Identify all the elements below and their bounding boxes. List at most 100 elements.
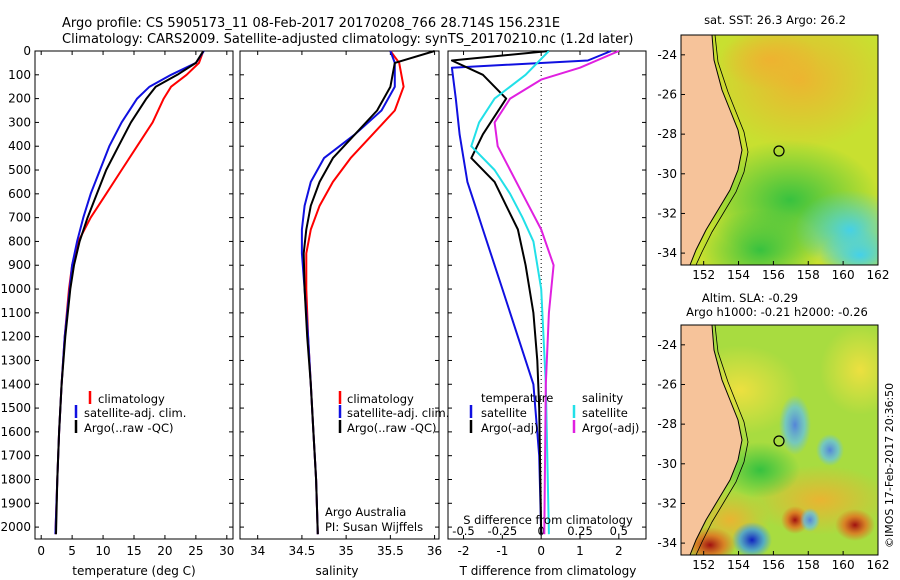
temperature-plot-frame xyxy=(34,50,234,540)
x-tick-label: 35 xyxy=(338,544,353,558)
y-tick-label: 100 xyxy=(8,68,31,82)
x-tick-label: 30 xyxy=(219,544,234,558)
map-x-tick-label: 162 xyxy=(867,268,890,282)
sla-map-title-2: Argo h1000: -0.21 h2000: -0.26 xyxy=(686,305,868,319)
y-tick-label: 1700 xyxy=(0,449,31,463)
salinity-ticks: 34 34.5 35 35.5 36 xyxy=(240,50,442,558)
difference-panel: -2 -1 0 1 2-0.5 -0.25 0 0.25 0.5 T difference fr… xyxy=(447,50,647,578)
y-tick-label: 700 xyxy=(8,211,31,225)
legend-title-temperature: temperature xyxy=(481,391,553,405)
sla-map-frame xyxy=(680,324,879,556)
map-x-tick-label: 160 xyxy=(832,268,855,282)
y-tick-label: 1600 xyxy=(0,425,31,439)
series-line-t-satellite xyxy=(450,50,612,535)
title-line-1: Argo profile: CS 5905173_11 08-Feb-2017 … xyxy=(62,16,560,31)
map-y-tick-label: -34 xyxy=(657,246,677,260)
legend-label-argo: Argo(..raw -QC) xyxy=(347,421,437,435)
x-tick-label: 15 xyxy=(126,544,141,558)
s-tick-label: 0.25 xyxy=(567,524,593,538)
map-x-tick-label: 152 xyxy=(692,558,715,572)
map-x-tick-label: 160 xyxy=(832,558,855,572)
map-y-tick-label: -32 xyxy=(657,206,677,220)
y-tick-label: 1900 xyxy=(0,496,31,510)
y-tick-label: 500 xyxy=(8,163,31,177)
salinity-legend: climatology satellite-adj. clim. Argo(..… xyxy=(338,391,449,435)
x-tick-label: 5 xyxy=(68,544,76,558)
sst-map-title: sat. SST: 26.3 Argo: 26.2 xyxy=(704,13,846,27)
x-tick-label: 34.5 xyxy=(289,544,316,558)
salinity-plot-frame xyxy=(239,50,440,540)
sla-map-ticks: 152 154 156 158 160 162 -24 -26 -28 -30 -32 -34 xyxy=(657,338,889,572)
series-line-climatology xyxy=(305,50,405,535)
sst-map-frame xyxy=(680,34,879,266)
y-tick-label: 1000 xyxy=(0,282,31,296)
series-line-argo-raw-qc- xyxy=(302,50,435,535)
x-tick-label: 1 xyxy=(576,544,584,558)
x-tick-label: -2 xyxy=(458,544,470,558)
map-y-tick-label: -30 xyxy=(657,457,677,471)
y-tick-label: 600 xyxy=(8,187,31,201)
x-tick-label: 34 xyxy=(250,544,265,558)
y-tick-label: 1200 xyxy=(0,330,31,344)
y-tick-label: 1800 xyxy=(0,472,31,486)
map-x-tick-label: 156 xyxy=(762,268,785,282)
x-tick-label: 10 xyxy=(95,544,110,558)
y-tick-label: 200 xyxy=(8,92,31,106)
y-tick-label: 1400 xyxy=(0,377,31,391)
sla-float-marker xyxy=(773,435,785,447)
x-tick-label: -1 xyxy=(496,544,508,558)
legend-label-satellite: satellite-adj. clim. xyxy=(84,406,186,420)
map-y-tick-label: -26 xyxy=(657,377,677,391)
series-line-t-argo-adj- xyxy=(450,50,549,535)
map-x-tick-label: 158 xyxy=(797,558,820,572)
legend-title-salinity: salinity xyxy=(582,391,623,405)
legend-label-satellite: satellite-adj. clim. xyxy=(347,406,449,420)
x-tick-label: 35.5 xyxy=(377,544,404,558)
s-tick-label: 0.5 xyxy=(610,524,628,538)
series-line-s-satellite xyxy=(470,50,550,535)
temperature-xlabel: temperature (deg C) xyxy=(72,564,195,578)
difference-legend: temperature satellite Argo(-adj) salinit… xyxy=(469,391,639,435)
map-x-tick-label: 154 xyxy=(727,558,750,572)
salinity-xlabel: salinity xyxy=(315,564,358,578)
credit-text: ©IMOS 17-Feb-2017 20:36:50 xyxy=(883,383,896,548)
legend-label-climatology: climatology xyxy=(98,392,165,406)
sla-map-title-1: Altim. SLA: -0.29 xyxy=(702,291,798,305)
legend-label-climatology: climatology xyxy=(347,392,414,406)
y-tick-label: 1100 xyxy=(0,306,31,320)
x-tick-label: 0 xyxy=(37,544,45,558)
x-tick-label: 0 xyxy=(537,544,545,558)
map-y-tick-label: -24 xyxy=(657,338,677,352)
annotation-pi: PI: Susan Wijffels xyxy=(325,520,423,534)
x-tick-label: 36 xyxy=(427,544,442,558)
map-y-tick-label: -30 xyxy=(657,167,677,181)
map-y-tick-label: -26 xyxy=(657,87,677,101)
map-x-tick-label: 156 xyxy=(762,558,785,572)
y-tick-label: 0 xyxy=(23,44,31,58)
map-x-tick-label: 152 xyxy=(692,268,715,282)
series-line-argo-raw-qc- xyxy=(55,50,205,535)
map-y-tick-label: -28 xyxy=(657,417,677,431)
s-tick-label: -0.5 xyxy=(452,524,474,538)
salinity-panel: 34 34.5 35 35.5 36 salinity climatology sate… xyxy=(239,50,449,578)
s-tick-label: -0.25 xyxy=(487,524,517,538)
y-tick-label: 1500 xyxy=(0,401,31,415)
legend-label-s-argo: Argo(-adj) xyxy=(582,421,639,435)
temperature-lines xyxy=(54,50,205,535)
sst-map-land xyxy=(681,35,743,265)
difference-xlabel-top: S difference from climatology xyxy=(463,513,633,527)
legend-label-argo: Argo(..raw -QC) xyxy=(84,421,174,435)
y-tick-label: 400 xyxy=(8,139,31,153)
map-x-tick-label: 158 xyxy=(797,268,820,282)
map-y-tick-label: -34 xyxy=(657,536,677,550)
annotation-argo-australia: Argo Australia xyxy=(325,505,406,519)
x-tick-label: 20 xyxy=(157,544,172,558)
salinity-lines xyxy=(300,50,435,535)
y-tick-label: 300 xyxy=(8,115,31,129)
x-tick-label: 25 xyxy=(188,544,203,558)
y-tick-label: 900 xyxy=(8,258,31,272)
sla-map-field xyxy=(681,325,878,555)
legend-label-t-satellite: satellite xyxy=(481,406,527,420)
sst-float-marker xyxy=(773,145,785,157)
